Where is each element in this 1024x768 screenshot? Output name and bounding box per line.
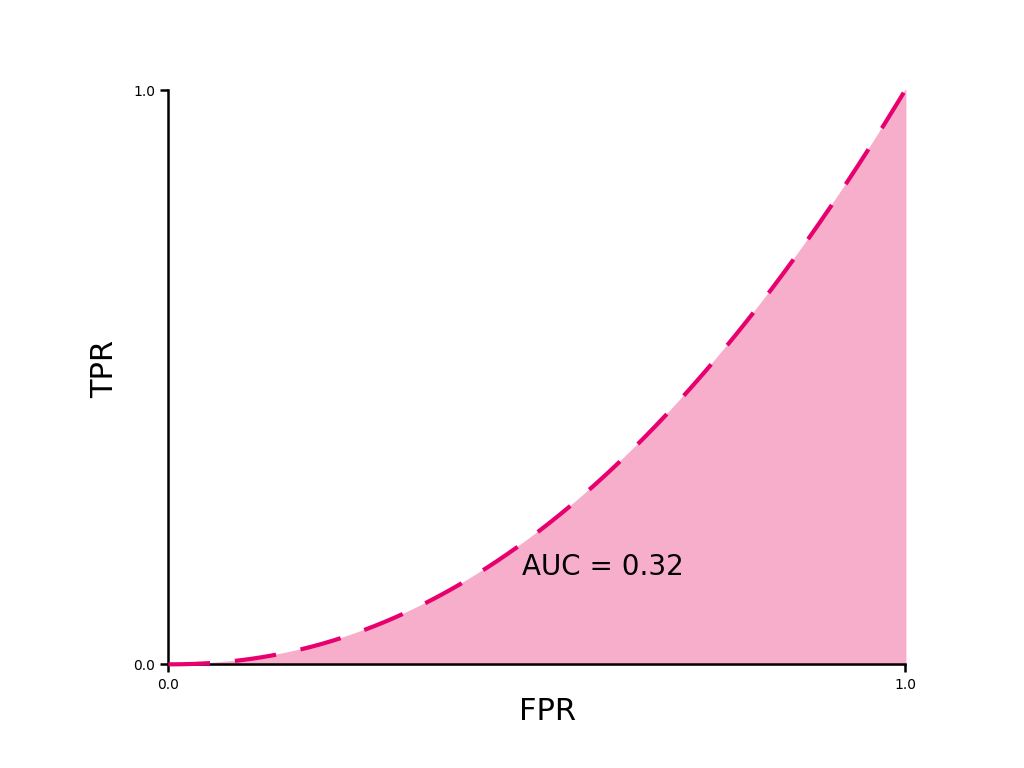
X-axis label: FPR: FPR [519, 697, 577, 726]
Y-axis label: TPR: TPR [90, 339, 119, 398]
Text: AUC = 0.32: AUC = 0.32 [522, 553, 684, 581]
